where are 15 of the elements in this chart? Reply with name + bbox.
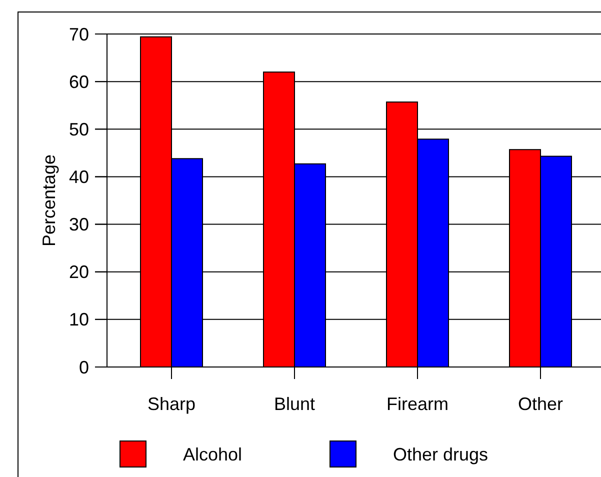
- y-tick-label: 30: [68, 214, 89, 235]
- x-tick-label: Sharp: [147, 394, 196, 414]
- y-tick-label: 70: [68, 24, 89, 44]
- legend-label: Alcohol: [183, 444, 242, 464]
- y-tick-label: 20: [68, 262, 89, 282]
- y-axis-title: Percentage: [39, 154, 59, 247]
- x-tick-label: Blunt: [274, 394, 316, 414]
- y-tick-label: 0: [78, 357, 89, 378]
- y-tick-label: 50: [68, 119, 89, 140]
- y-tick-label: 40: [68, 167, 89, 188]
- y-tick-label: 60: [68, 72, 89, 92]
- x-tick-label: Other: [518, 394, 564, 414]
- x-tick-label: Firearm: [386, 394, 448, 414]
- y-tick-label: 10: [68, 310, 89, 330]
- legend-label: Other drugs: [393, 444, 488, 464]
